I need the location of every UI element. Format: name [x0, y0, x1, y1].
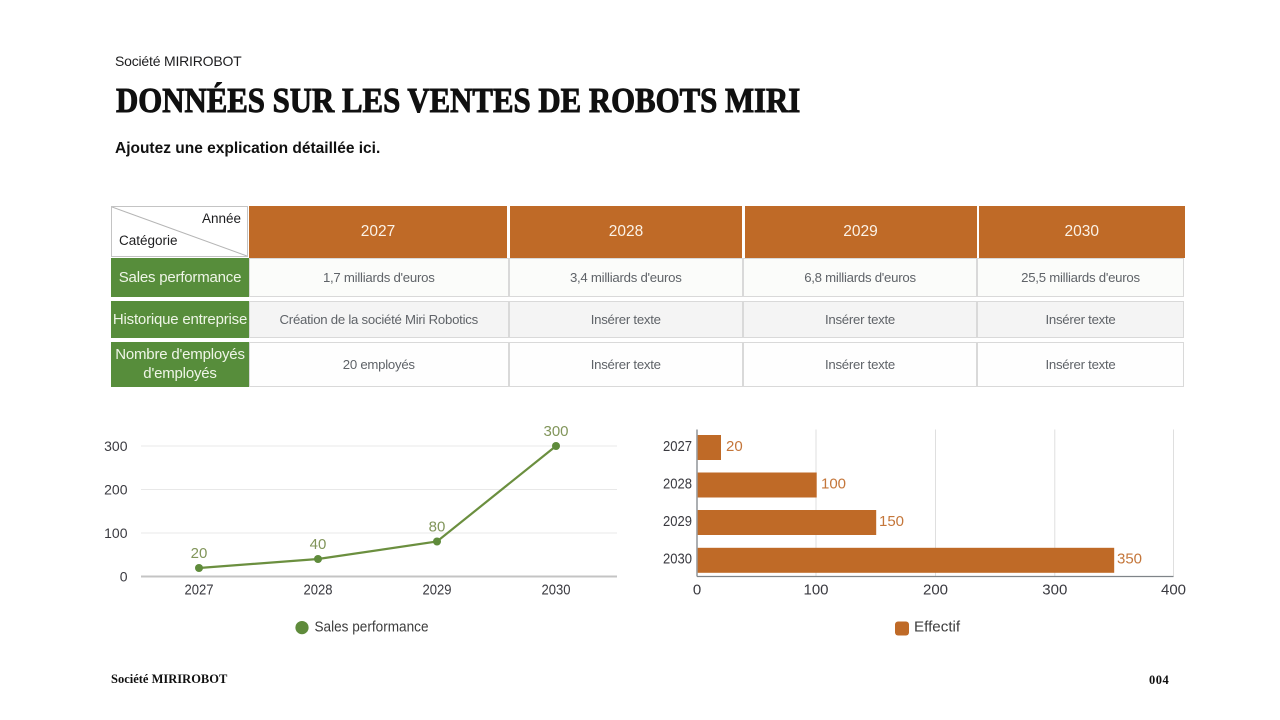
- svg-text:Sales performance: Sales performance: [315, 620, 429, 636]
- svg-text:2030: 2030: [542, 582, 571, 599]
- svg-text:0: 0: [120, 569, 128, 585]
- svg-text:0: 0: [693, 582, 701, 599]
- svg-text:2029: 2029: [663, 513, 692, 530]
- svg-text:150: 150: [879, 513, 904, 530]
- svg-text:100: 100: [104, 525, 128, 541]
- svg-text:100: 100: [821, 476, 846, 493]
- svg-text:2028: 2028: [663, 476, 692, 493]
- svg-text:Effectif: Effectif: [914, 619, 961, 636]
- svg-text:2029: 2029: [423, 582, 452, 599]
- svg-text:350: 350: [1117, 551, 1142, 568]
- svg-text:20: 20: [726, 438, 743, 455]
- svg-text:80: 80: [429, 519, 446, 536]
- svg-text:40: 40: [310, 536, 327, 553]
- svg-text:400: 400: [1161, 582, 1186, 599]
- svg-text:200: 200: [923, 582, 948, 599]
- svg-text:200: 200: [104, 482, 128, 498]
- svg-text:300: 300: [1042, 582, 1067, 599]
- svg-text:2027: 2027: [185, 582, 214, 599]
- svg-text:300: 300: [104, 438, 128, 454]
- svg-text:300: 300: [543, 423, 568, 440]
- svg-text:2028: 2028: [304, 582, 333, 599]
- svg-text:2027: 2027: [663, 438, 692, 455]
- svg-text:100: 100: [803, 582, 828, 599]
- svg-text:2030: 2030: [663, 551, 692, 568]
- svg-text:20: 20: [191, 545, 208, 562]
